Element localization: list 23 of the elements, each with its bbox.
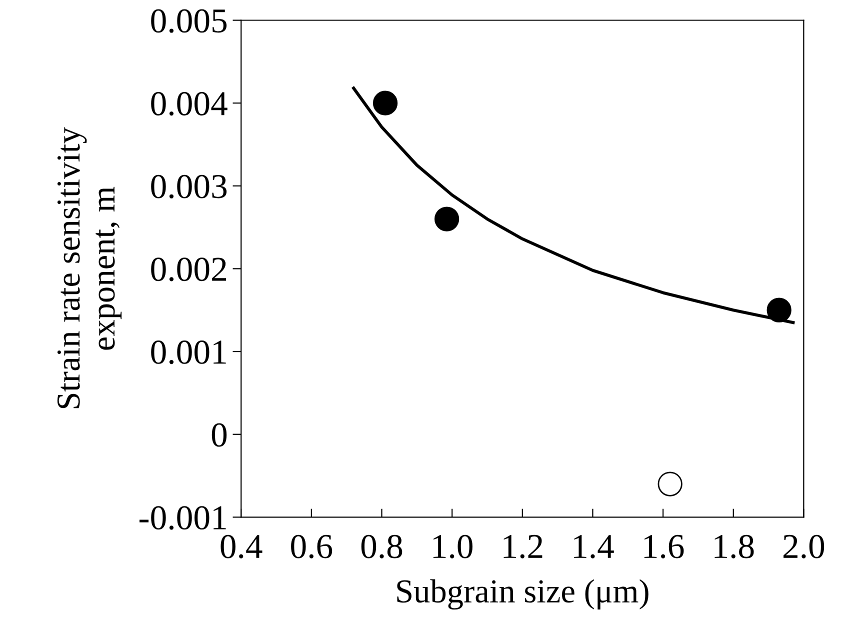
y-tick-label: 0.001	[151, 340, 226, 364]
point	[766, 298, 792, 322]
x-tick-label: 0.6	[291, 534, 332, 558]
x-tick-label: 2.0	[784, 534, 824, 558]
x-tick-label: 1.8	[714, 534, 754, 558]
point	[372, 90, 398, 116]
x-tick-label: 0.8	[361, 534, 402, 558]
y-tick-label: 0.002	[151, 258, 226, 282]
y-tick-label: 0.005	[151, 9, 227, 33]
point	[434, 206, 460, 232]
y-axis-title: Strain rate sensitivity exponent, m	[57, 127, 122, 408]
y-tick-label: 0.004	[151, 92, 228, 116]
x-tick-label: 1.4	[574, 535, 614, 558]
x-tick-label: 1.6	[644, 534, 684, 558]
y-tick-label: 0	[212, 423, 227, 447]
y-tick-label: -0.001	[140, 506, 226, 530]
x-tick-label: 0.4	[220, 534, 262, 558]
y-tick-label: 0.003	[151, 174, 227, 198]
point	[658, 472, 682, 496]
x-axis-title: Subgrain size (μm)	[397, 579, 648, 610]
line-series	[352, 86, 795, 324]
x-tick-label: 1.2	[504, 534, 542, 558]
x-tick-label: 1.0	[433, 534, 472, 558]
